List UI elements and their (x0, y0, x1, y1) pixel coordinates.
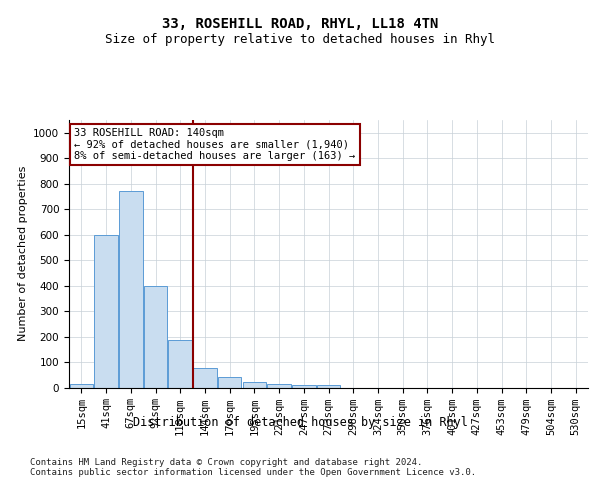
Bar (169, 340, 192, 388)
Bar (144, 286, 167, 388)
Text: 33, ROSEHILL ROAD, RHYL, LL18 4TN: 33, ROSEHILL ROAD, RHYL, LL18 4TN (162, 18, 438, 32)
Bar (268, 384, 291, 388)
Text: Contains HM Land Registry data © Crown copyright and database right 2024.
Contai: Contains HM Land Registry data © Crown c… (30, 458, 476, 477)
Text: Size of property relative to detached houses in Rhyl: Size of property relative to detached ho… (105, 32, 495, 46)
Bar (94, 234, 118, 388)
Y-axis label: Number of detached properties: Number of detached properties (17, 166, 28, 342)
Bar (317, 385, 340, 388)
Bar (119, 192, 143, 388)
Bar (242, 382, 266, 388)
Bar (292, 385, 316, 388)
Text: 33 ROSEHILL ROAD: 140sqm
← 92% of detached houses are smaller (1,940)
8% of semi: 33 ROSEHILL ROAD: 140sqm ← 92% of detach… (74, 128, 355, 161)
Text: Distribution of detached houses by size in Rhyl: Distribution of detached houses by size … (133, 416, 467, 429)
Bar (218, 378, 241, 388)
Bar (193, 368, 217, 388)
Bar (70, 384, 93, 388)
